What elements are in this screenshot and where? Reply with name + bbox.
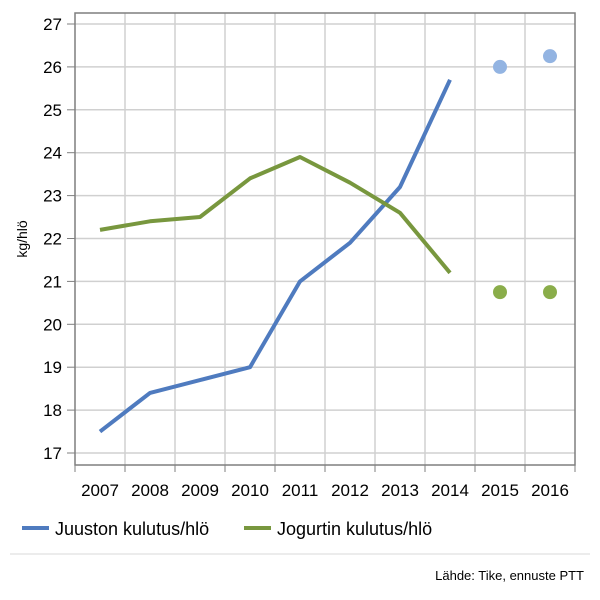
x-tick-label: 2007 (81, 481, 119, 500)
x-axis: 2007 2008 2009 2010 2011 2012 2013 2014 2015 2016 (74, 465, 576, 500)
gridlines (75, 13, 575, 465)
source-note: Lähde: Tike, ennuste PTT (435, 568, 584, 583)
x-tick-label: 2016 (531, 481, 569, 500)
forecast-point (493, 59, 507, 74)
y-tick-label: 23 (43, 187, 62, 206)
y-axis: 17 18 19 20 21 22 23 24 25 26 27 (43, 15, 75, 463)
x-tick-label: 2013 (381, 481, 419, 500)
legend: Juuston kulutus/hlö Jogurtin kulutus/hlö (22, 519, 432, 539)
y-tick-label: 26 (43, 58, 62, 77)
y-tick-label: 21 (43, 272, 62, 291)
x-tick-label: 2014 (431, 481, 469, 500)
forecast-point (493, 285, 507, 300)
y-tick-label: 19 (43, 358, 62, 377)
y-tick-label: 24 (43, 144, 62, 163)
y-tick-label: 17 (43, 444, 62, 463)
y-tick-label: 18 (43, 401, 62, 420)
x-tick-label: 2011 (282, 481, 319, 500)
legend-label: Juuston kulutus/hlö (55, 519, 209, 539)
y-tick-label: 22 (43, 230, 62, 249)
forecast-point (543, 49, 557, 64)
legend-label: Jogurtin kulutus/hlö (277, 519, 432, 539)
x-tick-label: 2015 (481, 481, 519, 500)
x-tick-label: 2009 (181, 481, 219, 500)
y-axis-title: kg/hlö (14, 220, 30, 258)
series-line-1 (98, 78, 452, 434)
series (98, 49, 557, 434)
y-tick-label: 27 (43, 15, 62, 34)
x-tick-label: 2010 (231, 481, 269, 500)
y-tick-label: 25 (43, 101, 62, 120)
x-tick-label: 2012 (331, 481, 369, 500)
forecast-point (543, 285, 557, 300)
series-line-2 (99, 155, 452, 275)
y-tick-label: 20 (43, 315, 62, 334)
x-tick-label: 2008 (131, 481, 169, 500)
